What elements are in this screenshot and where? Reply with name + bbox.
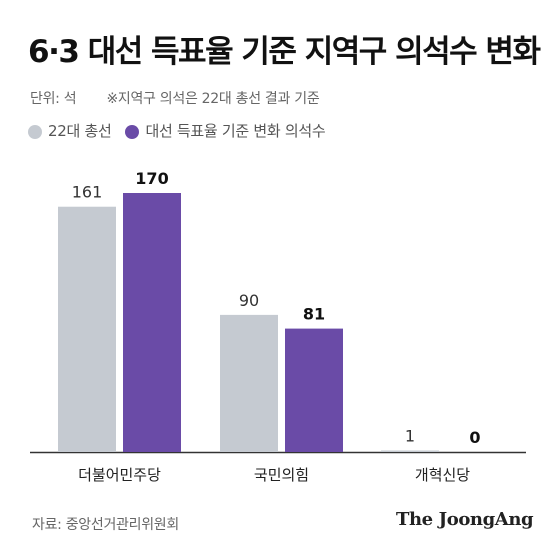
- bar: [381, 450, 439, 452]
- chart-title: 6·3 대선 득표율 기준 지역구 의석수 변화: [28, 34, 541, 70]
- footnote-label: ※지역구 의석은 22대 총선 결과 기준: [106, 91, 320, 107]
- unit-label: 단위: 석: [30, 91, 77, 107]
- brand-logo: The JoongAng: [396, 509, 534, 530]
- bar: [58, 206, 116, 452]
- chart-legend: 22대 총선 대선 득표율 기준 변화 의석수: [28, 121, 339, 142]
- data-label: 90: [239, 291, 259, 310]
- legend-item-series-1: 22대 총선: [28, 121, 112, 142]
- data-label: 81: [303, 305, 325, 324]
- bar: [123, 193, 181, 452]
- data-label: 170: [135, 169, 168, 188]
- legend-swatch-series-1: [28, 124, 42, 139]
- source-label: 자료: 중앙선거관리위원회: [32, 517, 179, 533]
- x-tick-label: 더불어민주당: [78, 466, 161, 484]
- data-label: 1: [405, 426, 415, 445]
- legend-label-series-1: 22대 총선: [48, 122, 112, 140]
- data-label: 161: [72, 183, 103, 202]
- legend-item-series-2: 대선 득표율 기준 변화 의석수: [125, 121, 326, 142]
- bar: [285, 328, 343, 452]
- bar: [220, 314, 278, 452]
- x-tick-label: 개혁신당: [415, 466, 470, 484]
- legend-label-series-2: 대선 득표율 기준 변화 의석수: [145, 122, 326, 140]
- data-label: 0: [469, 428, 480, 447]
- x-tick-label: 국민의힘: [254, 466, 309, 484]
- legend-swatch-series-2: [125, 124, 140, 139]
- chart-subtitle: 단위: 석 ※지역구 의석은 22대 총선 결과 기준: [30, 88, 320, 108]
